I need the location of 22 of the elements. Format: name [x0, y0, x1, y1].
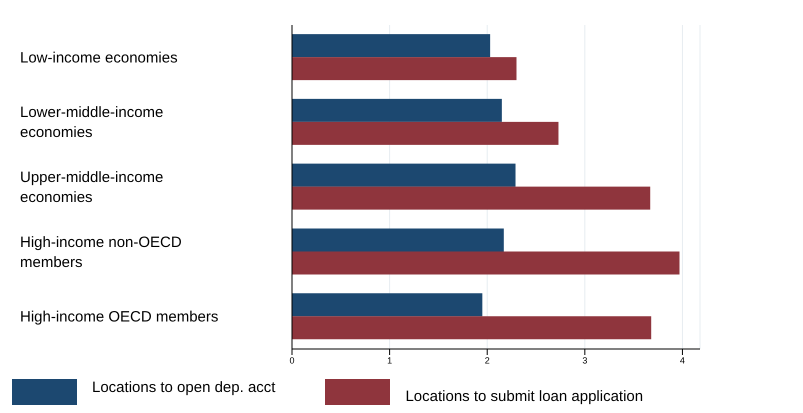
- bar: [292, 186, 650, 210]
- x-tick-label: 2: [484, 355, 490, 366]
- x-tick-label: 4: [680, 355, 685, 366]
- bar: [292, 57, 516, 80]
- y-tick-label: High-income OECD members: [20, 308, 218, 326]
- legend-label: Locations to submit loan application: [405, 388, 644, 405]
- legend-label: Locations to open dep. acct: [92, 379, 276, 396]
- y-tick-label: High-income non-OECD members: [20, 234, 182, 271]
- y-tick-label: Upper-middle-income economies: [20, 169, 164, 206]
- x-tick-label: 1: [387, 355, 392, 366]
- bar: [292, 122, 558, 145]
- bar: [292, 251, 680, 274]
- bar: [292, 164, 516, 187]
- x-tick-label: 3: [582, 355, 588, 366]
- bar: [292, 316, 652, 340]
- bar: [292, 228, 504, 252]
- x-tick-label: 0: [289, 355, 295, 366]
- y-tick-label: Lower-middle-income economies: [20, 104, 164, 142]
- bar: [292, 98, 502, 122]
- y-tick-label: Low-income economies: [20, 49, 178, 66]
- bar: [292, 34, 490, 58]
- bar: [292, 293, 482, 316]
